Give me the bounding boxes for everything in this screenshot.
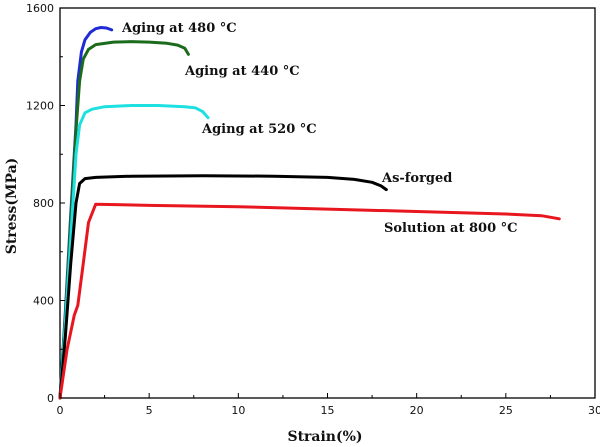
series-label-solution-800: Solution at 800 °C xyxy=(384,221,518,236)
x-tick-label: 30 xyxy=(588,404,600,417)
plot-frame xyxy=(60,8,595,398)
x-tick-label: 20 xyxy=(410,404,424,417)
plot-border xyxy=(60,8,595,398)
x-tick-label: 5 xyxy=(146,404,153,417)
series-label-aging-480: Aging at 480 °C xyxy=(121,21,237,36)
series-line-1 xyxy=(60,42,188,398)
series-label-aging-520: Aging at 520 °C xyxy=(201,122,317,137)
series-line-2 xyxy=(60,106,208,399)
x-tick-label: 10 xyxy=(231,404,245,417)
x-tick-label: 15 xyxy=(321,404,335,417)
series-layer xyxy=(60,28,559,399)
y-tick-label: 1600 xyxy=(26,2,54,15)
stress-strain-chart: 0 5 10 15 20 25 30 0 400 800 1200 1600 Strain(%) St… xyxy=(0,0,600,447)
y-tick-label: 400 xyxy=(33,295,54,308)
y-tick-label: 800 xyxy=(33,197,54,210)
series-label-as-forged: As-forged xyxy=(381,171,452,186)
y-tick-label: 1200 xyxy=(26,100,54,113)
y-tick-label: 0 xyxy=(47,392,54,405)
x-tick-label: 25 xyxy=(499,404,513,417)
x-axis-title: Strain(%) xyxy=(287,429,362,445)
y-axis-title: Stress(MPa) xyxy=(4,158,20,255)
x-tick-label: 0 xyxy=(57,404,64,417)
series-label-aging-440: Aging at 440 °C xyxy=(184,64,300,79)
